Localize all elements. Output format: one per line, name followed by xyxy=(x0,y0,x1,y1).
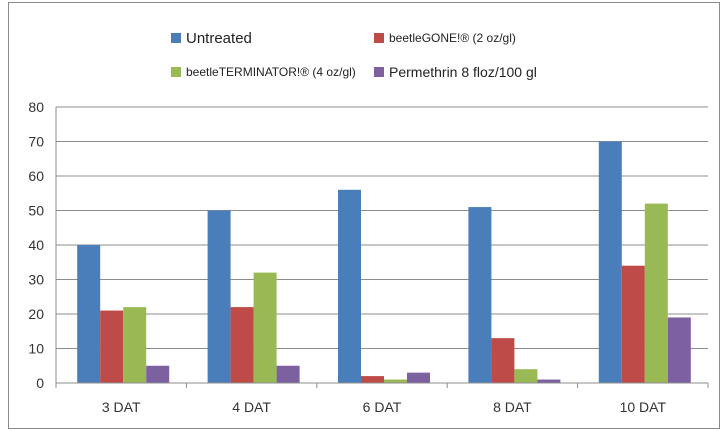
bar-beetlegone-4-dat xyxy=(230,307,254,383)
x-tick-label: 6 DAT xyxy=(363,399,402,415)
bar-beetlegone-8-dat xyxy=(491,338,515,383)
bar-untreated-3-dat xyxy=(77,245,101,383)
bar-beetlegone-3-dat xyxy=(100,310,124,383)
x-tick-label: 10 DAT xyxy=(620,399,667,415)
legend-item-beetleterminator: beetleTERMINATOR!® (4 oz/gl) xyxy=(171,63,356,81)
axis-layer: 0 10 20 30 40 50 60 70 80 3 DAT 4 DAT 6 DAT 8 DAT 10 … xyxy=(28,99,709,415)
bar-untreated-10-dat xyxy=(598,141,622,383)
y-tick-label: 20 xyxy=(28,306,44,322)
x-tick-label: 8 DAT xyxy=(493,399,532,415)
legend-swatch-beetleterminator xyxy=(171,67,181,77)
bar-beetleterminator-4-dat xyxy=(253,272,277,383)
legend-swatch-permethrin xyxy=(374,67,384,77)
y-tick-label: 30 xyxy=(28,272,44,288)
bar-beetlegone-10-dat xyxy=(621,265,645,383)
bar-beetleterminator-3-dat xyxy=(123,307,147,383)
bar-untreated-4-dat xyxy=(207,210,231,383)
legend-item-beetlegone: beetleGONE!® (2 oz/gl) xyxy=(374,29,516,47)
bars-layer xyxy=(77,141,691,383)
bar-untreated-8-dat xyxy=(468,207,492,383)
y-tick-label: 70 xyxy=(28,134,44,150)
x-tick-label: 3 DAT xyxy=(102,399,141,415)
bar-untreated-6-dat xyxy=(338,189,361,383)
y-tick-label: 40 xyxy=(28,237,44,253)
y-tick-label: 80 xyxy=(28,99,44,115)
legend-label-beetleterminator: beetleTERMINATOR!® (4 oz/gl) xyxy=(186,65,356,79)
bar-permethrin-10-dat xyxy=(667,317,691,383)
y-tick-label: 10 xyxy=(28,341,44,357)
legend-label-untreated: Untreated xyxy=(186,29,252,47)
bar-beetlegone-6-dat xyxy=(361,376,384,383)
legend-swatch-untreated xyxy=(171,33,181,43)
y-tick-label: 60 xyxy=(28,168,44,184)
bar-beetleterminator-6-dat xyxy=(384,379,407,383)
y-tick-label: 50 xyxy=(28,203,44,219)
bar-permethrin-3-dat xyxy=(146,365,170,383)
legend-label-beetlegone: beetleGONE!® (2 oz/gl) xyxy=(389,31,516,45)
legend-item-untreated: Untreated xyxy=(171,29,252,47)
y-tick-label: 0 xyxy=(36,375,44,391)
legend-swatch-beetlegone xyxy=(374,33,384,43)
bar-permethrin-8-dat xyxy=(537,379,561,383)
x-tick-label: 4 DAT xyxy=(232,399,271,415)
bar-beetleterminator-8-dat xyxy=(514,369,538,383)
bar-permethrin-6-dat xyxy=(407,372,430,383)
legend-item-permethrin: Permethrin 8 floz/100 gl xyxy=(374,63,537,81)
bar-beetleterminator-10-dat xyxy=(644,203,668,383)
bar-permethrin-4-dat xyxy=(276,365,300,383)
legend-label-permethrin: Permethrin 8 floz/100 gl xyxy=(389,64,537,80)
